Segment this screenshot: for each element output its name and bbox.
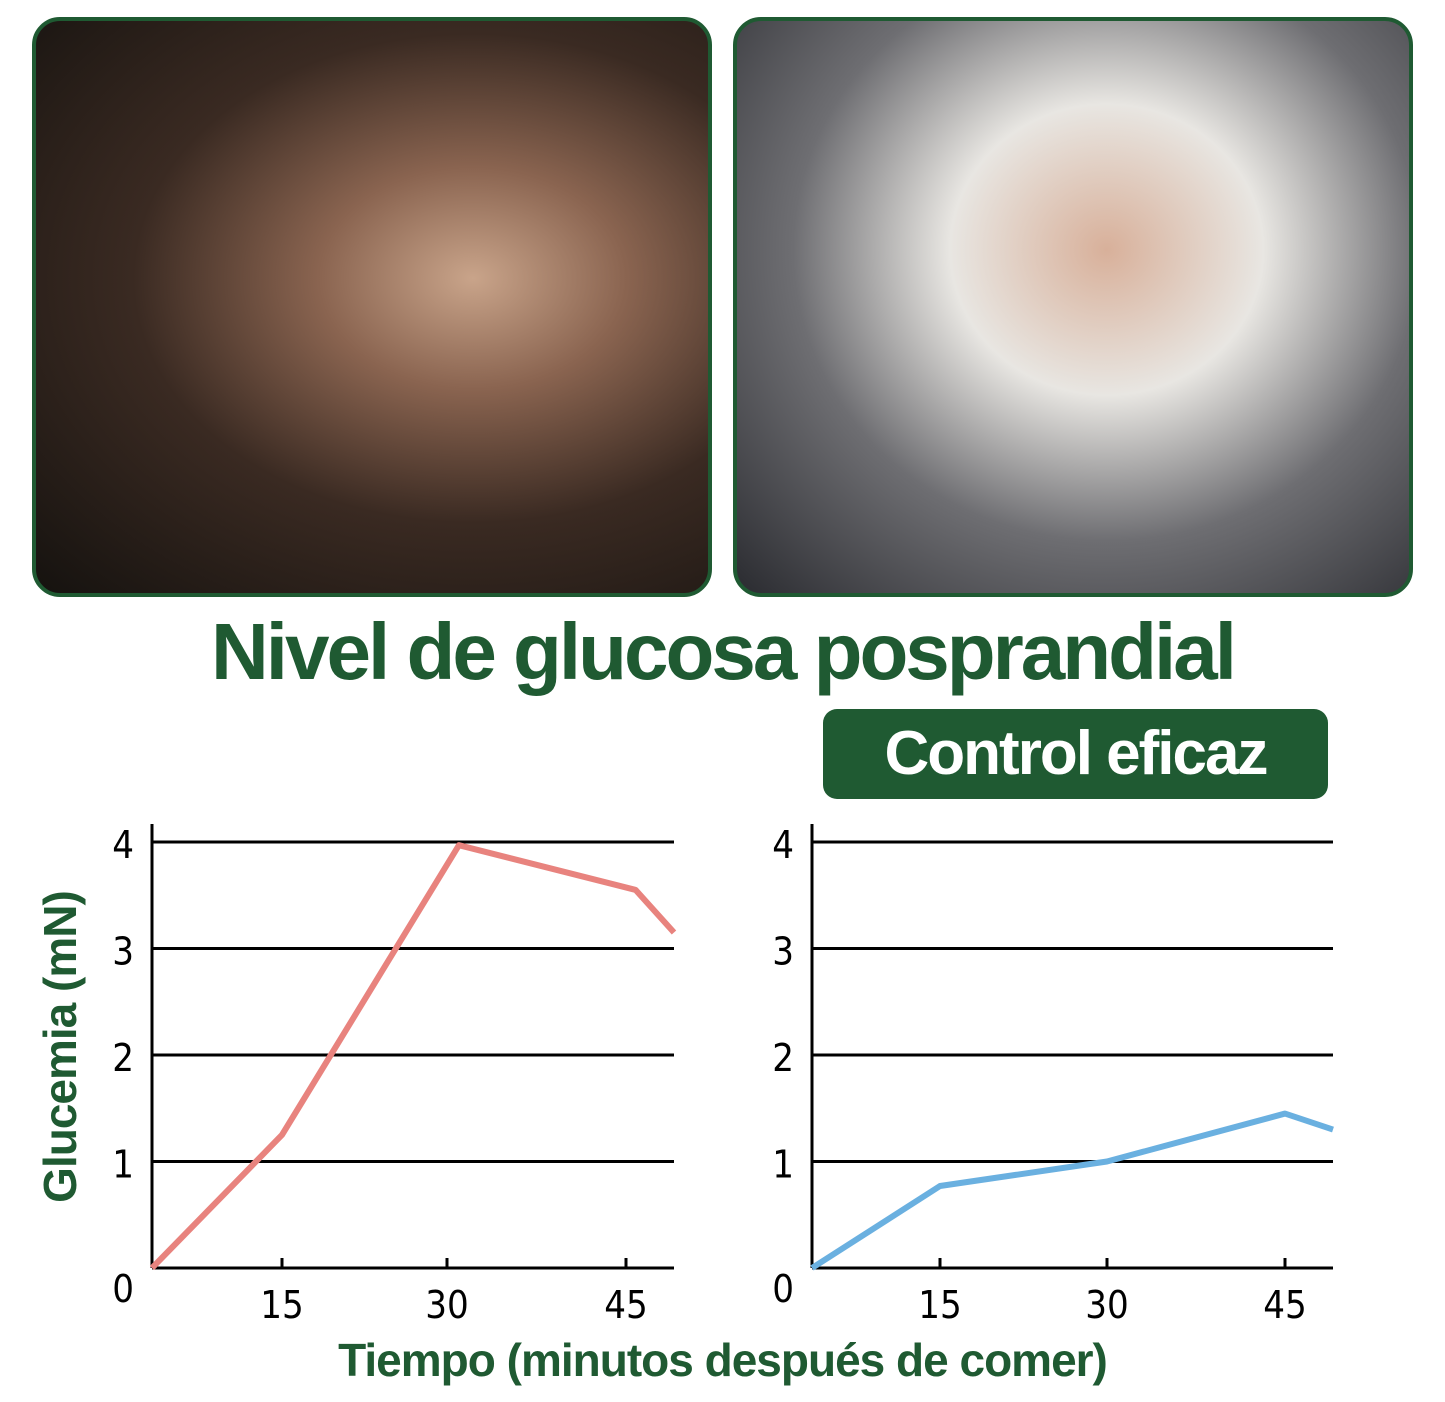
x-tick-label: 45 — [1263, 1283, 1307, 1327]
y-tick-label: 0 — [772, 1267, 794, 1311]
x-tick-label: 15 — [260, 1283, 304, 1327]
photo-man-eating-burger — [733, 17, 1413, 597]
x-axis-label: Tiempo (minutos después de comer) — [338, 1334, 1108, 1386]
page-title: Nivel de glucosa posprandial — [211, 607, 1237, 696]
control-badge: Control eficaz — [823, 709, 1328, 799]
y-tick-label: 2 — [112, 1036, 134, 1080]
y-tick-label: 3 — [112, 930, 134, 974]
x-tick-label: 15 — [918, 1283, 962, 1327]
photo-man-eating-cake — [32, 17, 712, 597]
x-tick-label: 30 — [1085, 1283, 1129, 1327]
x-tick-label: 30 — [425, 1283, 469, 1327]
y-tick-label: 4 — [112, 823, 134, 867]
y-tick-label: 4 — [772, 823, 794, 867]
x-tick-label: 45 — [604, 1283, 648, 1327]
series-line — [149, 842, 677, 1271]
y-axis-label: Glucemia (mN) — [34, 891, 86, 1203]
y-tick-label: 1 — [772, 1143, 794, 1187]
series-line — [810, 1110, 1334, 1271]
y-tick-label: 1 — [112, 1143, 134, 1187]
y-tick-label: 0 — [112, 1267, 134, 1311]
y-tick-label: 2 — [772, 1036, 794, 1080]
y-tick-label: 3 — [772, 930, 794, 974]
